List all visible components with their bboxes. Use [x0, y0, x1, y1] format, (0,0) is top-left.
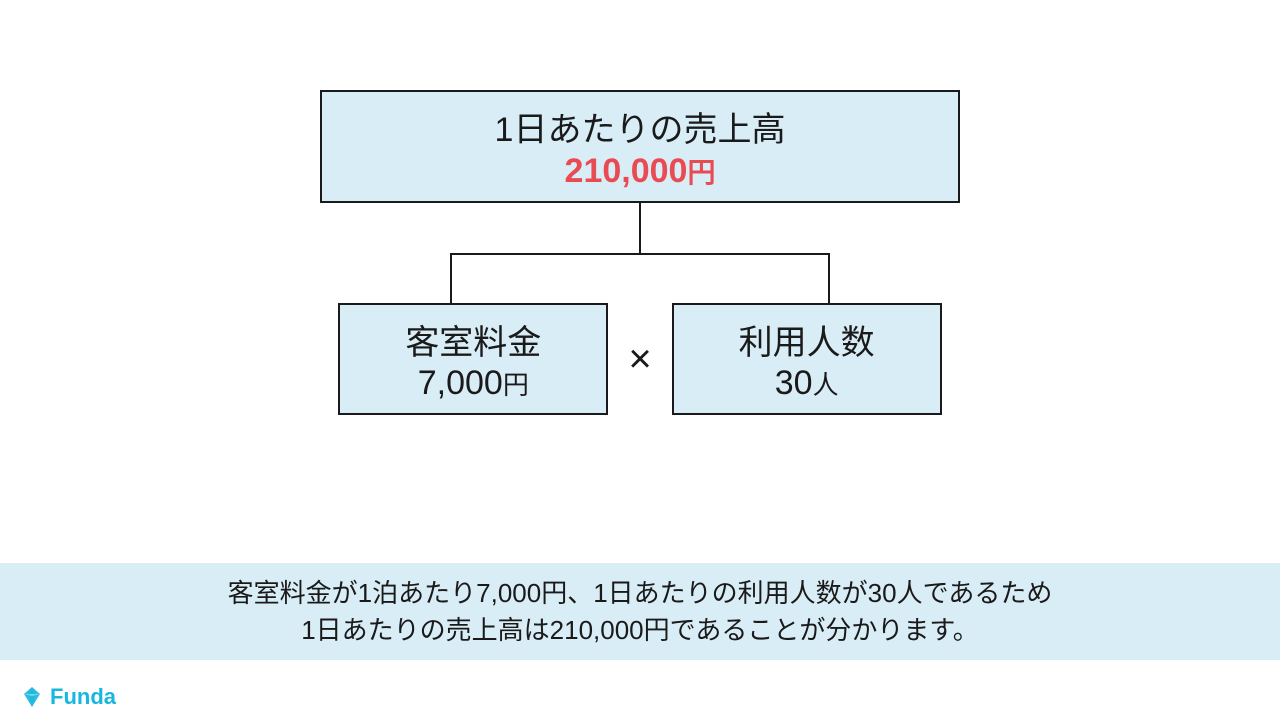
multiply-operator: ×: [628, 337, 651, 382]
factor-left-box: 客室料金 7,000円: [338, 303, 608, 415]
factor-right-title: 利用人数: [694, 315, 920, 364]
factor-left-value: 7,000: [418, 364, 503, 402]
factor-left-title: 客室料金: [360, 315, 586, 364]
connector-lines: [320, 203, 960, 303]
factor-right-box: 利用人数 30人: [672, 303, 942, 415]
factor-right-value: 30: [775, 364, 813, 402]
factor-right-unit: 人: [813, 370, 839, 400]
result-unit: 円: [687, 157, 715, 188]
result-title: 1日あたりの売上高: [342, 102, 938, 151]
factor-left-unit: 円: [503, 370, 529, 400]
connector-horizontal: [450, 253, 830, 255]
connector-top: [639, 203, 641, 253]
factor-left-value-row: 7,000円: [360, 364, 586, 403]
logo-diamond-icon: [20, 685, 44, 709]
connector-right: [828, 253, 830, 303]
brand-logo: Funda: [20, 684, 116, 710]
result-box: 1日あたりの売上高 210,000円: [320, 90, 960, 203]
explanation-bar: 客室料金が1泊あたり7,000円、1日あたりの利用人数が30人であるため 1日あ…: [0, 563, 1280, 660]
result-value-row: 210,000円: [342, 151, 938, 191]
explanation-line2: 1日あたりの売上高は210,000円であることが分かります。: [20, 612, 1260, 648]
explanation-line1: 客室料金が1泊あたり7,000円、1日あたりの利用人数が30人であるため: [20, 575, 1260, 611]
calculation-diagram: 1日あたりの売上高 210,000円 客室料金 7,000円 × 利用人数 30…: [0, 90, 1280, 415]
connector-left: [450, 253, 452, 303]
result-value: 210,000: [565, 152, 688, 190]
logo-text: Funda: [50, 684, 116, 710]
factors-row: 客室料金 7,000円 × 利用人数 30人: [338, 303, 941, 415]
factor-right-value-row: 30人: [694, 364, 920, 403]
